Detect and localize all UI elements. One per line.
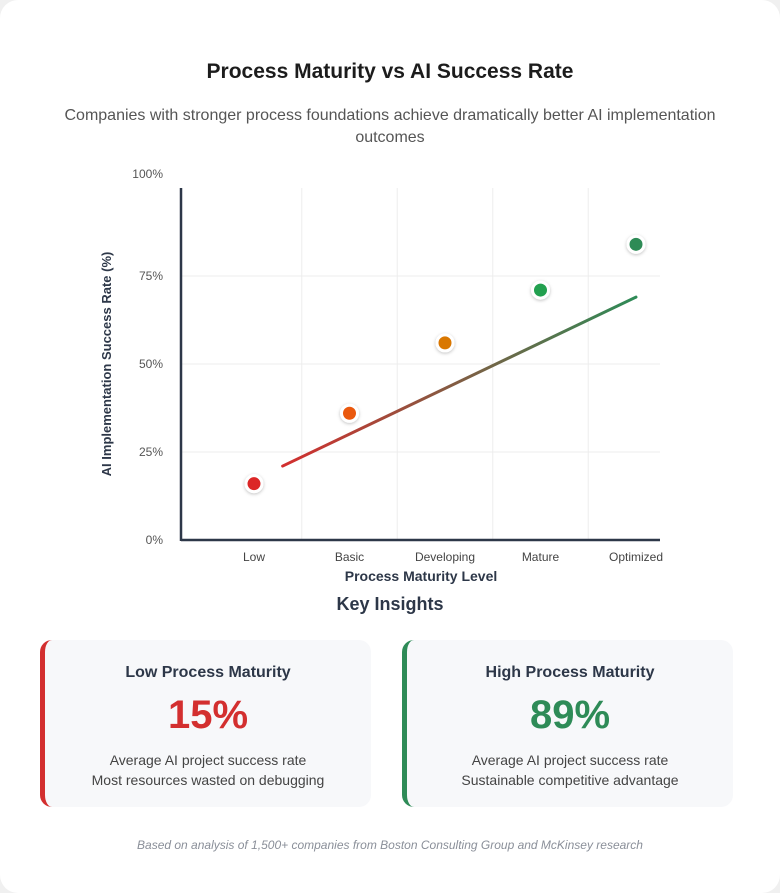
y-axis-label: AI Implementation Success Rate (%) xyxy=(99,252,114,477)
y-tick-label-0: 0% xyxy=(146,533,164,547)
high-maturity-line-2: Sustainable competitive advantage xyxy=(461,772,679,788)
data-point-basic xyxy=(340,403,359,423)
data-points xyxy=(244,234,646,494)
axes xyxy=(179,188,660,542)
high-maturity-value: 89% xyxy=(529,693,611,737)
x-tick-label-developing: Developing xyxy=(415,550,475,564)
y-tick-label-3: 75% xyxy=(139,269,163,283)
x-tick-label-mature: Mature xyxy=(522,550,560,564)
y-tick-label-2: 50% xyxy=(139,357,163,371)
high-maturity-card: High Process Maturity 89% Average AI pro… xyxy=(402,640,733,807)
low-maturity-value: 15% xyxy=(167,693,249,737)
x-tick-label-low: Low xyxy=(243,550,265,564)
x-tick-label-optimized: Optimized xyxy=(609,550,663,564)
x-tick-label-basic: Basic xyxy=(335,550,364,564)
scatter-chart: 0% 25% 50% 75% 100% Low Basic Developing Mature O… xyxy=(99,167,663,584)
low-maturity-line-1: Average AI project success rate xyxy=(109,752,307,768)
insights-title: Key Insights xyxy=(336,594,444,614)
page-subtitle: Companies with stronger process foundati… xyxy=(64,107,716,146)
source-note: Based on analysis of 1,500+ companies fr… xyxy=(137,838,643,852)
low-maturity-label: Low Process Maturity xyxy=(125,664,291,681)
low-maturity-line-2: Most resources wasted on debugging xyxy=(91,772,325,788)
data-point-developing xyxy=(435,333,455,353)
data-point-mature xyxy=(531,280,550,300)
tick-labels: 0% 25% 50% 75% 100% Low Basic Developing Mature O… xyxy=(132,167,663,564)
high-maturity-label: High Process Maturity xyxy=(485,664,655,681)
x-axis-label: Process Maturity Level xyxy=(345,568,498,584)
high-maturity-line-1: Average AI project success rate xyxy=(471,752,669,768)
y-tick-label-4: 100% xyxy=(132,167,163,181)
y-tick-label-1: 25% xyxy=(139,445,163,459)
trendline-group xyxy=(281,295,638,468)
data-point-low xyxy=(244,474,264,494)
data-point-optimized xyxy=(626,234,646,254)
page-title: Process Maturity vs AI Success Rate xyxy=(206,60,574,83)
trendline xyxy=(281,295,638,468)
low-maturity-card: Low Process Maturity 15% Average AI proj… xyxy=(40,640,371,807)
